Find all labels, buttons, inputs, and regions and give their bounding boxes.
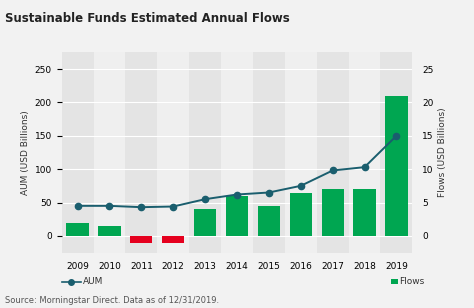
Y-axis label: AUM (USD Billions): AUM (USD Billions) — [21, 110, 30, 195]
Bar — [130, 236, 153, 243]
Bar — [290, 192, 312, 236]
Bar — [354, 189, 376, 236]
Bar — [194, 209, 216, 236]
Bar — [258, 206, 280, 236]
Bar — [317, 52, 348, 253]
Text: Source: Morningstar Direct. Data as of 12/31/2019.: Source: Morningstar Direct. Data as of 1… — [5, 296, 219, 305]
Bar — [348, 52, 381, 253]
Bar — [162, 236, 184, 243]
Bar — [385, 96, 408, 236]
Bar — [62, 52, 93, 253]
Text: Sustainable Funds Estimated Annual Flows: Sustainable Funds Estimated Annual Flows — [5, 12, 290, 25]
Text: AUM: AUM — [83, 277, 103, 286]
Bar — [126, 52, 157, 253]
Bar — [253, 52, 285, 253]
Bar — [221, 52, 253, 253]
Bar — [226, 196, 248, 236]
Bar — [189, 52, 221, 253]
Bar — [321, 189, 344, 236]
Bar — [98, 226, 120, 236]
Bar — [381, 52, 412, 253]
Bar — [157, 52, 189, 253]
Text: Flows: Flows — [399, 277, 424, 286]
Bar — [285, 52, 317, 253]
Y-axis label: Flows (USD Billions): Flows (USD Billions) — [438, 108, 447, 197]
Bar — [93, 52, 126, 253]
Bar — [66, 222, 89, 236]
